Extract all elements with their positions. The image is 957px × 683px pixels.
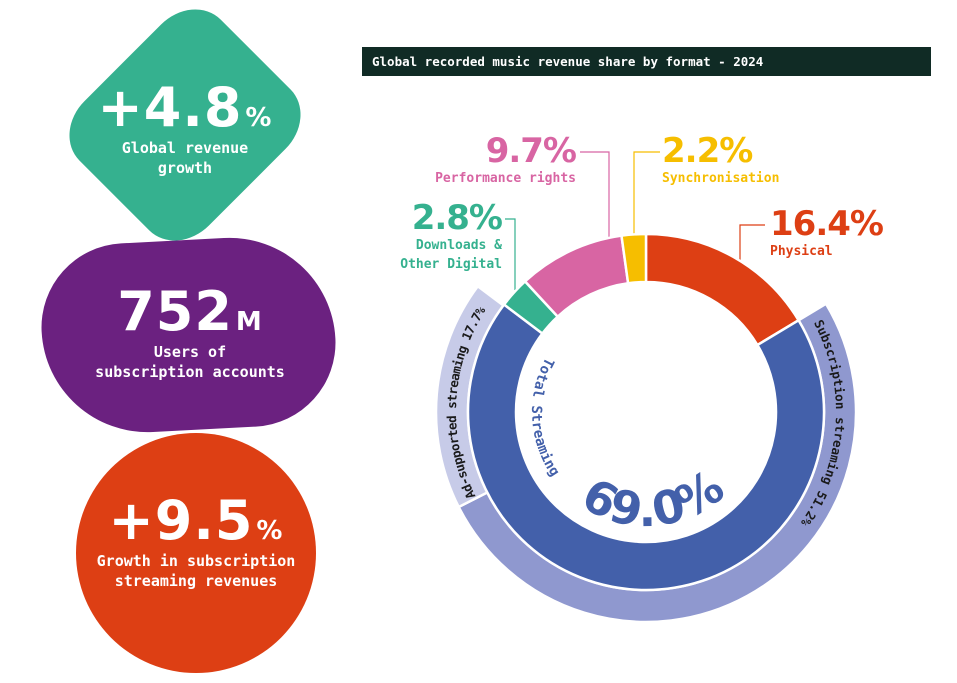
label-physical-name: Physical bbox=[770, 244, 833, 259]
label-sync-value: 2.2% bbox=[662, 131, 753, 171]
label-performance-name: Performance rights bbox=[435, 171, 576, 186]
label-downloads: 2.8% Downloads & Other Digital bbox=[330, 198, 503, 274]
leader-line-downloads bbox=[505, 218, 516, 290]
label-performance-value: 9.7% bbox=[485, 131, 577, 171]
stat-revenue-growth: +4.8% Global revenue growth bbox=[60, 80, 310, 178]
label-performance: 9.7% Performance rights bbox=[400, 131, 577, 188]
stat-value: +4.8 bbox=[97, 76, 243, 139]
chart-title: Global recorded music revenue share by f… bbox=[362, 47, 931, 76]
stat-unit: M bbox=[235, 307, 263, 337]
stat-label-line: Growth in subscription bbox=[96, 552, 296, 570]
stat-value: 752 bbox=[117, 280, 233, 343]
stat-label-line: Users of bbox=[153, 343, 227, 361]
label-physical-value: 16.4% bbox=[770, 204, 884, 244]
slice-total-streaming bbox=[466, 302, 826, 592]
leader-line-physical bbox=[739, 224, 765, 262]
stat-subscription-users: 752 M Users of subscription accounts bbox=[60, 284, 320, 382]
label-downloads-line2: Other Digital bbox=[400, 257, 502, 272]
stat-label-line: growth bbox=[157, 159, 213, 177]
stat-value: +9.5 bbox=[108, 489, 254, 552]
label-physical: 16.4% Physical bbox=[770, 206, 950, 261]
slice-synchronisation bbox=[620, 232, 648, 285]
label-downloads-value: 2.8% bbox=[411, 198, 503, 238]
stat-label-line: subscription accounts bbox=[95, 363, 285, 381]
total-streaming-name: Total Streaming bbox=[528, 355, 563, 479]
stat-unit: % bbox=[245, 103, 273, 133]
total-streaming-label: Total Streaming bbox=[528, 355, 563, 479]
stat-label-line: streaming revenues bbox=[114, 572, 278, 590]
stat-subscription-growth: +9.5% Growth in subscription streaming r… bbox=[76, 493, 316, 591]
label-sync: 2.2% Synchronisation bbox=[662, 133, 862, 188]
leader-line-sync bbox=[633, 151, 660, 236]
stat-label-line: Global revenue bbox=[121, 139, 249, 157]
stat-shape-subscription-growth bbox=[76, 433, 316, 673]
leader-line-performance bbox=[580, 151, 610, 240]
label-sync-name: Synchronisation bbox=[662, 171, 780, 186]
stat-unit: % bbox=[256, 516, 284, 546]
label-downloads-line1: Downloads & bbox=[415, 238, 502, 253]
